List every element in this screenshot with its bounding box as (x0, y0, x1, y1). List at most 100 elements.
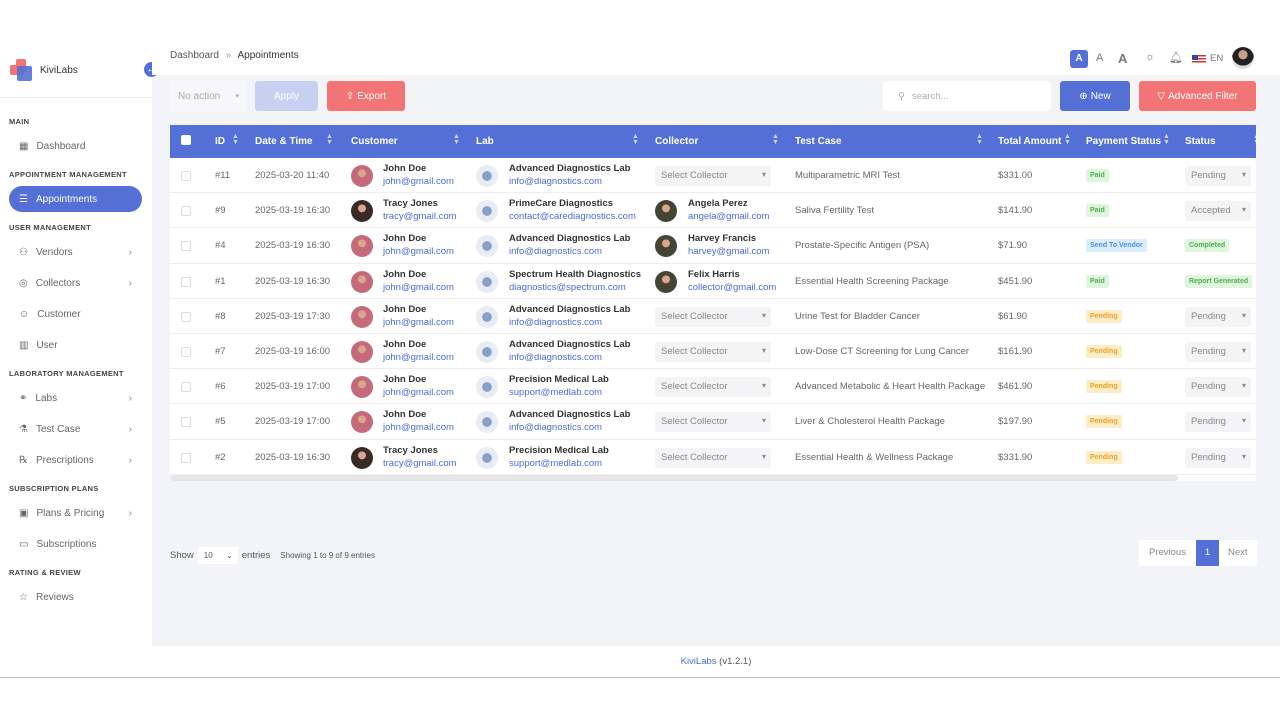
new-button[interactable]: ⊕ New (1060, 81, 1130, 111)
advanced-filter-button[interactable]: ▽ Advanced Filter (1139, 81, 1256, 111)
column-header[interactable]: Lab (476, 136, 494, 147)
row-checkbox[interactable] (181, 417, 191, 428)
customer-email[interactable]: john@gmail.com (383, 422, 454, 434)
breadcrumb-dashboard[interactable]: Dashboard (170, 50, 219, 61)
sidebar-item-subscriptions[interactable]: ▭ Subscriptions (9, 531, 142, 557)
export-button[interactable]: ⇪ Export (327, 81, 405, 111)
sort-icon[interactable]: ▲ ▼ (1253, 133, 1260, 146)
sort-icon[interactable]: ▲ ▼ (1163, 133, 1170, 146)
status-select[interactable]: Pending (1185, 341, 1251, 362)
lab-email[interactable]: diagnostics@spectrum.com (509, 281, 626, 293)
bell-icon[interactable]: 🔔︎ (1169, 52, 1183, 64)
lab-email[interactable]: info@diagnostics.com (509, 422, 603, 434)
customer-email[interactable]: tracy@gmail.com (383, 457, 457, 469)
row-checkbox[interactable] (181, 346, 191, 357)
theme-toggle-icon[interactable]: ☼ (1145, 51, 1156, 63)
column-header[interactable]: Date & Time (255, 136, 313, 147)
table-row[interactable]: #4 2025-03-19 16:30 John Doe john@gmail.… (170, 228, 1256, 264)
sidebar-item-user[interactable]: ▥ User (9, 332, 142, 358)
customer-email[interactable]: john@gmail.com (383, 387, 454, 399)
lab-email[interactable]: support@medlab.com (509, 387, 603, 399)
appointment-id[interactable]: #8 (215, 310, 226, 322)
lab-email[interactable]: info@diagnostics.com (509, 351, 603, 363)
row-checkbox[interactable] (181, 171, 191, 181)
apply-button[interactable]: Apply (255, 81, 318, 111)
table-row[interactable]: #7 2025-03-19 16:00 John Doe john@gmail.… (170, 334, 1256, 370)
status-select[interactable]: Pending (1185, 166, 1251, 186)
sidebar-item-test-case[interactable]: ⚗ Test Case › (9, 416, 142, 442)
horizontal-scrollbar[interactable] (170, 474, 1178, 481)
appointment-id[interactable]: #7 (215, 345, 226, 357)
appointment-id[interactable]: #2 (215, 451, 226, 463)
status-select[interactable]: Pending (1185, 377, 1251, 398)
user-avatar[interactable] (1232, 47, 1254, 69)
lab-email[interactable]: info@diagnostics.com (509, 316, 603, 328)
table-row[interactable]: #9 2025-03-19 16:30 Tracy Jones tracy@gm… (170, 193, 1256, 229)
previous-page-button[interactable]: Previous (1149, 547, 1186, 558)
column-header[interactable]: Total Amount (998, 136, 1062, 147)
customer-email[interactable]: tracy@gmail.com (383, 211, 457, 223)
collector-select[interactable]: Select Collector (655, 412, 771, 433)
collector-select[interactable]: Select Collector (655, 166, 771, 186)
column-header[interactable]: Collector (655, 136, 699, 147)
customer-email[interactable]: john@gmail.com (383, 176, 454, 187)
status-select[interactable]: Pending (1185, 447, 1251, 468)
sort-icon[interactable]: ▲ ▼ (326, 133, 333, 146)
table-row[interactable]: #8 2025-03-19 17:30 John Doe john@gmail.… (170, 299, 1256, 334)
page-1-button[interactable]: 1 (1195, 540, 1219, 566)
column-header[interactable]: Payment Status (1086, 136, 1162, 147)
collector-email[interactable]: collector@gmail.com (688, 281, 777, 293)
font-medium-button[interactable]: A (1096, 52, 1104, 64)
font-small-button[interactable]: A (1070, 50, 1088, 68)
appointment-id[interactable]: #9 (215, 205, 226, 217)
sidebar-item-plans-pricing[interactable]: ▣ Plans & Pricing › (9, 500, 142, 526)
customer-email[interactable]: john@gmail.com (383, 351, 454, 363)
collector-email[interactable]: harvey@gmail.com (688, 246, 770, 258)
sidebar-item-prescriptions[interactable]: ℞ Prescriptions › (9, 447, 142, 473)
font-large-button[interactable]: A (1118, 51, 1128, 66)
sidebar-item-vendors[interactable]: ⚇ Vendors › (9, 239, 142, 265)
page-size-select[interactable]: 10 ⌄ (197, 547, 238, 564)
sidebar-item-labs[interactable]: ⚭ Labs › (9, 385, 142, 411)
sidebar-item-collectors[interactable]: ◎ Collectors › (9, 270, 142, 296)
appointment-id[interactable]: #4 (215, 240, 226, 252)
collector-select[interactable]: Select Collector (655, 447, 771, 468)
appointment-id[interactable]: #11 (215, 170, 231, 181)
row-checkbox[interactable] (181, 382, 191, 393)
sort-icon[interactable]: ▲ ▼ (976, 133, 983, 146)
row-checkbox[interactable] (181, 452, 191, 463)
status-select[interactable]: Accepted (1185, 201, 1251, 222)
sort-icon[interactable]: ▲ ▼ (453, 133, 460, 146)
sort-icon[interactable]: ▲ ▼ (772, 133, 779, 146)
table-row[interactable]: #5 2025-03-19 17:00 John Doe john@gmail.… (170, 404, 1256, 440)
row-checkbox[interactable] (181, 241, 191, 252)
language-selector[interactable]: EN (1210, 53, 1224, 64)
collector-email[interactable]: angela@gmail.com (688, 211, 770, 223)
search-input[interactable]: search... (911, 90, 949, 102)
status-select[interactable]: Pending (1185, 306, 1251, 327)
sidebar-item-appointments[interactable]: ☰ Appointments (9, 186, 142, 212)
customer-email[interactable]: john@gmail.com (383, 281, 454, 293)
column-header[interactable]: Status (1185, 136, 1216, 147)
table-row[interactable]: #6 2025-03-19 17:00 John Doe john@gmail.… (170, 369, 1256, 405)
collector-select[interactable]: Select Collector (655, 306, 771, 327)
row-checkbox[interactable] (181, 206, 191, 217)
sidebar-item-dashboard[interactable]: ▦ Dashboard (9, 133, 142, 159)
next-page-button[interactable]: Next (1227, 547, 1248, 558)
sidebar-item-reviews[interactable]: ☆ Reviews (9, 584, 142, 610)
appointment-id[interactable]: #1 (215, 275, 226, 287)
select-all-checkbox[interactable] (181, 135, 191, 145)
sort-icon[interactable]: ▲ ▼ (632, 133, 639, 146)
footer-brand-link[interactable]: KiviLabs (680, 656, 717, 667)
lab-email[interactable]: info@diagnostics.com (509, 246, 603, 258)
column-header[interactable]: ID (215, 136, 225, 147)
sort-icon[interactable]: ▲ ▼ (1064, 133, 1071, 146)
lab-email[interactable]: contact@carediagnostics.com (509, 211, 636, 223)
row-checkbox[interactable] (181, 276, 191, 287)
search-box[interactable]: ⚲ search... (883, 81, 1051, 111)
table-row[interactable]: #2 2025-03-19 16:30 Tracy Jones tracy@gm… (170, 440, 1256, 475)
table-row[interactable]: #1 2025-03-19 16:30 John Doe john@gmail.… (170, 264, 1256, 299)
sidebar-item-customer[interactable]: ☺ Customer (9, 301, 142, 327)
table-row[interactable]: #11 2025-03-20 11:40 John Doe john@gmail… (170, 158, 1256, 194)
lab-email[interactable]: support@medlab.com (509, 457, 603, 469)
